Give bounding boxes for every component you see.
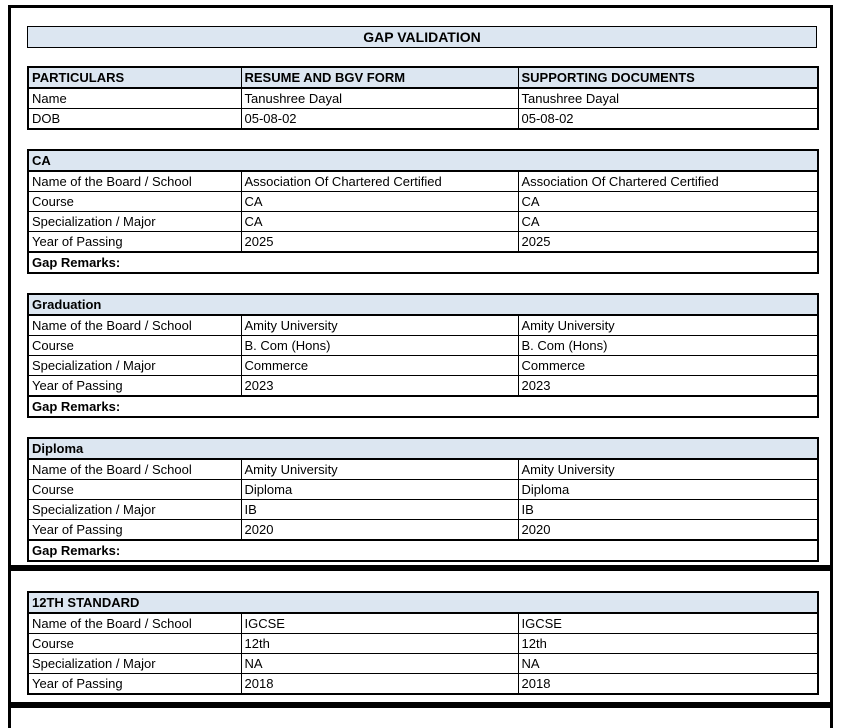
resume-value-cell[interactable]: Diploma bbox=[240, 479, 519, 500]
section-table-diploma: Diploma Name of the Board / School Amity… bbox=[27, 437, 820, 562]
row-label-board-school: Name of the Board / School bbox=[27, 458, 242, 480]
supporting-value-cell[interactable]: Amity University bbox=[517, 458, 819, 480]
row-label-specialization: Specialization / Major bbox=[27, 499, 242, 520]
resume-value-cell[interactable]: 2020 bbox=[240, 519, 519, 541]
section-header-row: 12TH STANDARD bbox=[27, 591, 819, 614]
resume-value-cell[interactable]: CA bbox=[240, 211, 519, 232]
supporting-value-cell[interactable]: 2025 bbox=[517, 231, 819, 253]
supporting-value-cell[interactable]: CA bbox=[517, 191, 819, 212]
table-row: Name of the Board / School Association O… bbox=[27, 170, 819, 192]
resume-value-cell[interactable]: IB bbox=[240, 499, 519, 520]
resume-value-cell[interactable]: Tanushree Dayal bbox=[240, 87, 519, 109]
resume-value-cell[interactable]: IGCSE bbox=[240, 612, 519, 634]
table-row: Specialization / Major CA CA bbox=[27, 211, 819, 232]
table-row: Year of Passing 2023 2023 bbox=[27, 375, 819, 397]
section-title: Diploma bbox=[27, 437, 819, 460]
resume-value-cell[interactable]: Amity University bbox=[240, 314, 519, 336]
row-label-course: Course bbox=[27, 191, 242, 212]
supporting-value-cell[interactable]: NA bbox=[517, 653, 819, 674]
table-row: Course B. Com (Hons) B. Com (Hons) bbox=[27, 335, 819, 356]
section-header-row: CA bbox=[27, 149, 819, 172]
section-table-ca: CA Name of the Board / School Associatio… bbox=[27, 149, 819, 274]
supporting-value-cell[interactable]: Diploma bbox=[517, 479, 819, 500]
row-label-board-school: Name of the Board / School bbox=[27, 314, 242, 336]
table-row: Year of Passing 2018 2018 bbox=[27, 673, 819, 695]
row-label-course: Course bbox=[27, 479, 242, 500]
section-title: CA bbox=[27, 149, 819, 172]
supporting-value-cell[interactable]: Commerce bbox=[517, 355, 819, 376]
table-row: Course 12th 12th bbox=[27, 633, 819, 654]
resume-value-cell[interactable]: 2023 bbox=[240, 375, 519, 397]
table-row: Course Diploma Diploma bbox=[27, 479, 819, 500]
supporting-value-cell[interactable]: Association Of Chartered Certified bbox=[517, 170, 819, 192]
row-label-board-school: Name of the Board / School bbox=[27, 170, 242, 192]
resume-value-cell[interactable]: 2025 bbox=[240, 231, 519, 253]
resume-value-cell[interactable]: Amity University bbox=[240, 458, 519, 480]
table-row: Name of the Board / School Amity Univers… bbox=[27, 458, 819, 480]
table-row: Specialization / Major NA NA bbox=[27, 653, 819, 674]
supporting-value-cell[interactable]: 2020 bbox=[517, 519, 819, 541]
resume-value-cell[interactable]: B. Com (Hons) bbox=[240, 335, 519, 356]
row-label-board-school: Name of the Board / School bbox=[27, 612, 242, 634]
gap-remarks-cell[interactable]: Gap Remarks: bbox=[27, 395, 819, 418]
column-header-resume-bgv: RESUME AND BGV FORM bbox=[240, 66, 519, 89]
supporting-value-cell[interactable]: IGCSE bbox=[517, 612, 819, 634]
table-row: Name of the Board / School IGCSE IGCSE bbox=[27, 612, 819, 634]
row-label-dob: DOB bbox=[27, 108, 242, 130]
table-row: Specialization / Major Commerce Commerce bbox=[27, 355, 819, 376]
row-label-year-of-passing: Year of Passing bbox=[27, 673, 242, 695]
resume-value-cell[interactable]: Commerce bbox=[240, 355, 519, 376]
row-label-name: Name bbox=[27, 87, 242, 109]
column-header-particulars: PARTICULARS bbox=[27, 66, 242, 89]
page-box-3 bbox=[8, 705, 833, 728]
row-label-specialization: Specialization / Major bbox=[27, 211, 242, 232]
resume-value-cell[interactable]: 2018 bbox=[240, 673, 519, 695]
table-header-row: PARTICULARS RESUME AND BGV FORM SUPPORTI… bbox=[27, 66, 819, 89]
supporting-value-cell[interactable]: CA bbox=[517, 211, 819, 232]
row-label-year-of-passing: Year of Passing bbox=[27, 519, 242, 541]
supporting-value-cell[interactable]: 2018 bbox=[517, 673, 819, 695]
table-row: Year of Passing 2020 2020 bbox=[27, 519, 819, 541]
supporting-value-cell[interactable]: 05-08-02 bbox=[517, 108, 819, 130]
particulars-table: PARTICULARS RESUME AND BGV FORM SUPPORTI… bbox=[27, 66, 819, 130]
section-title: Graduation bbox=[27, 293, 819, 316]
supporting-value-cell[interactable]: IB bbox=[517, 499, 819, 520]
resume-value-cell[interactable]: CA bbox=[240, 191, 519, 212]
row-label-specialization: Specialization / Major bbox=[27, 355, 242, 376]
section-table-graduation: Graduation Name of the Board / School Am… bbox=[27, 293, 820, 418]
gap-remarks-cell[interactable]: Gap Remarks: bbox=[27, 539, 819, 562]
table-row: Name Tanushree Dayal Tanushree Dayal bbox=[27, 87, 819, 109]
row-label-course: Course bbox=[27, 633, 242, 654]
section-table-12th-standard: 12TH STANDARD Name of the Board / School… bbox=[27, 591, 820, 695]
gap-remarks-row: Gap Remarks: bbox=[27, 539, 819, 562]
page-box-1: GAP VALIDATION PARTICULARS RESUME AND BG… bbox=[8, 5, 833, 568]
table-row: Name of the Board / School Amity Univers… bbox=[27, 314, 819, 336]
resume-value-cell[interactable]: NA bbox=[240, 653, 519, 674]
table-row: Course CA CA bbox=[27, 191, 819, 212]
resume-value-cell[interactable]: 05-08-02 bbox=[240, 108, 519, 130]
supporting-value-cell[interactable]: Tanushree Dayal bbox=[517, 87, 819, 109]
resume-value-cell[interactable]: 12th bbox=[240, 633, 519, 654]
resume-value-cell[interactable]: Association Of Chartered Certified bbox=[240, 170, 519, 192]
row-label-year-of-passing: Year of Passing bbox=[27, 231, 242, 253]
supporting-value-cell[interactable]: B. Com (Hons) bbox=[517, 335, 819, 356]
supporting-value-cell[interactable]: Amity University bbox=[517, 314, 819, 336]
gap-remarks-row: Gap Remarks: bbox=[27, 251, 819, 274]
page-box-2: 12TH STANDARD Name of the Board / School… bbox=[8, 568, 833, 705]
supporting-value-cell[interactable]: 12th bbox=[517, 633, 819, 654]
row-label-specialization: Specialization / Major bbox=[27, 653, 242, 674]
section-header-row: Diploma bbox=[27, 437, 819, 460]
page-title: GAP VALIDATION bbox=[27, 26, 817, 48]
table-row: Year of Passing 2025 2025 bbox=[27, 231, 819, 253]
row-label-course: Course bbox=[27, 335, 242, 356]
column-header-supporting-docs: SUPPORTING DOCUMENTS bbox=[517, 66, 819, 89]
table-row: DOB 05-08-02 05-08-02 bbox=[27, 108, 819, 130]
section-header-row: Graduation bbox=[27, 293, 819, 316]
gap-remarks-row: Gap Remarks: bbox=[27, 395, 819, 418]
table-row: Specialization / Major IB IB bbox=[27, 499, 819, 520]
section-title: 12TH STANDARD bbox=[27, 591, 819, 614]
row-label-year-of-passing: Year of Passing bbox=[27, 375, 242, 397]
gap-remarks-cell[interactable]: Gap Remarks: bbox=[27, 251, 819, 274]
supporting-value-cell[interactable]: 2023 bbox=[517, 375, 819, 397]
